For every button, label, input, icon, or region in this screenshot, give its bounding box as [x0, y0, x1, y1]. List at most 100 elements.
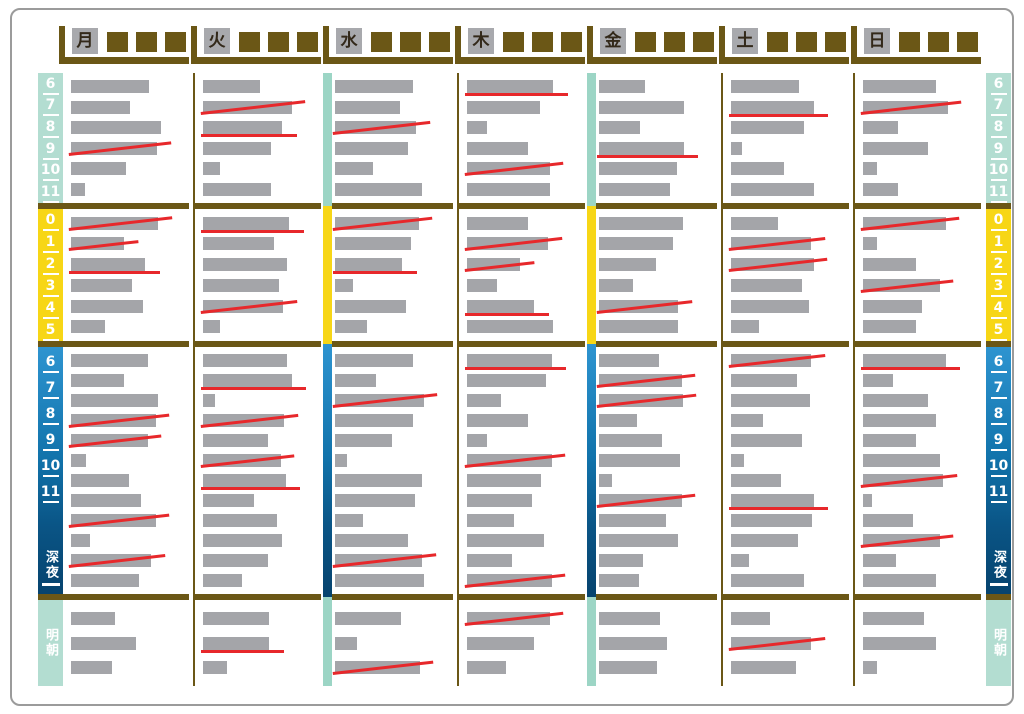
program-bar: [863, 299, 922, 313]
red-mark-underline: [465, 367, 567, 370]
program-bar: [863, 80, 937, 94]
hour-cell: 2: [38, 253, 63, 275]
hour-underline: [42, 179, 59, 182]
program-bar-row: [860, 100, 981, 115]
hour-label: 9: [45, 432, 56, 448]
day-column-sat: 土: [719, 26, 849, 690]
program-bar-row: [335, 574, 453, 587]
program-bar: [863, 394, 928, 407]
program-bar-row: [599, 320, 717, 334]
time-block-afternoon: [332, 209, 453, 341]
hour-underline: [990, 201, 1007, 204]
hour-label: 2: [993, 256, 1004, 272]
program-bar-row: [731, 374, 849, 387]
day-label-box: 日: [864, 28, 890, 54]
program-bar-row: [467, 141, 585, 155]
program-bar-row: [335, 100, 453, 114]
program-bar-row: [467, 434, 585, 447]
hour-underline: [42, 501, 59, 503]
strip-segment-evening: [587, 344, 596, 597]
program-bar: [731, 454, 744, 467]
program-bar: [335, 574, 424, 587]
program-bar-row: [596, 373, 717, 388]
day-column-thu: 木: [455, 26, 585, 690]
program-bar-row: [201, 374, 321, 390]
hour-cell: 10: [38, 451, 63, 477]
program-bar: [599, 258, 656, 272]
column-separator: [193, 341, 321, 347]
column-separator: [721, 341, 849, 347]
hour-label: 10: [988, 458, 1009, 474]
program-bar: [203, 182, 272, 196]
header-decor-square: [532, 32, 553, 52]
program-bar-row: [863, 574, 981, 587]
program-bar-row: [597, 141, 717, 158]
program-bar: [71, 534, 90, 547]
time-block-next-morning: [201, 600, 321, 686]
program-bar: [863, 611, 925, 625]
program-bar: [335, 258, 403, 272]
gutter-line: [457, 73, 459, 686]
program-bar: [203, 534, 283, 547]
program-bar: [863, 374, 893, 387]
program-bar-row: [467, 514, 585, 527]
rail-block-morning: 6 7 8 9 10 11: [986, 73, 1011, 204]
rail-block-next-morning: 明朝: [986, 600, 1011, 686]
time-block-next-morning: [728, 600, 849, 686]
program-bar: [599, 661, 657, 675]
program-bar-row: [71, 100, 189, 114]
program-bar: [863, 574, 937, 587]
program-bar-row: [203, 661, 321, 675]
hour-label: 10: [40, 162, 61, 179]
program-bar-row: [335, 414, 453, 427]
header-decor-square: [825, 32, 846, 52]
hour-cell: 9: [986, 138, 1011, 160]
program-bar: [203, 574, 242, 587]
day-bracket-vertical: [587, 26, 593, 64]
program-bar: [71, 661, 113, 675]
hour-label: 4: [993, 300, 1004, 316]
red-mark-underline: [69, 271, 160, 275]
program-bar: [467, 554, 512, 567]
day-bracket-horizontal: [323, 57, 453, 64]
column-separator: [853, 341, 981, 347]
program-bar-row: [335, 182, 453, 196]
time-block-evening: [728, 347, 849, 594]
program-bar: [71, 121, 161, 135]
program-bar-row: [863, 80, 981, 94]
program-bar-row: [863, 454, 981, 467]
program-bar: [203, 611, 270, 625]
column-separator: [589, 594, 717, 600]
hour-label: 8: [45, 406, 56, 422]
program-bar: [599, 162, 677, 176]
day-bracket-vertical: [59, 26, 65, 64]
program-bar: [203, 278, 279, 292]
program-bar: [863, 636, 937, 650]
program-bar-row: [71, 534, 189, 547]
program-bar-row: [599, 454, 717, 467]
red-mark-underline: [201, 487, 301, 490]
program-bar: [863, 661, 878, 675]
time-block-afternoon: [860, 209, 981, 341]
program-bar-row: [599, 434, 717, 447]
program-bar-row: [860, 534, 981, 548]
program-bar-row: [71, 661, 189, 675]
rail-separator: [986, 594, 1011, 600]
hour-underline: [42, 475, 59, 477]
program-bar-row: [335, 278, 453, 292]
program-bar: [863, 237, 878, 251]
program-bar-row: [335, 141, 453, 155]
program-bar-row: [863, 554, 981, 567]
program-bar-row: [729, 100, 849, 117]
program-bar-row: [731, 121, 849, 135]
program-bar-row: [335, 320, 453, 334]
program-bar: [863, 258, 917, 272]
program-bar: [203, 374, 292, 387]
program-bar: [731, 100, 814, 114]
program-bar-row: [467, 534, 585, 547]
hour-cell: 1: [986, 231, 1011, 253]
program-bar: [71, 574, 140, 587]
header-decor-square: [664, 32, 685, 52]
program-bar-row: [332, 660, 453, 676]
program-bar: [71, 354, 148, 367]
